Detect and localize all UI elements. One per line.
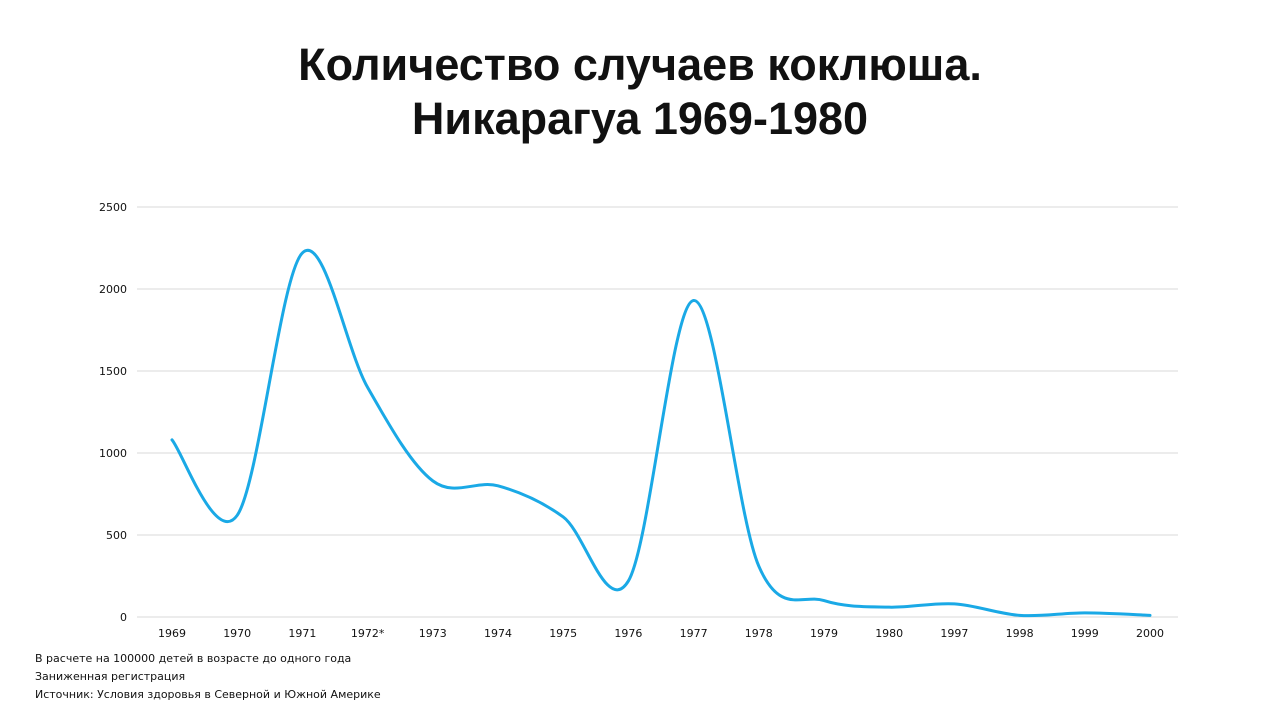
y-tick-label-1000: 1000: [99, 447, 127, 460]
x-axis-tick-labels: 1969 1970 1971 1972* 1973 1974 1975 1976 1977 197…: [158, 627, 1164, 640]
chart-title: Количество случаев коклюша. Никарагуа 19…: [0, 38, 1280, 146]
x-tick-label-1: 1970: [223, 627, 251, 640]
series-line-0: [170, 248, 1152, 618]
y-tick-label-1500: 1500: [99, 365, 127, 378]
footnote-3: Источник: Условия здоровья в Северной и …: [35, 688, 381, 701]
y-tick-label-2000: 2000: [99, 283, 127, 296]
y-axis-tick-labels: 0 500 1000 1500 2000 2500: [99, 201, 127, 624]
x-tick-label-4: 1973: [419, 627, 447, 640]
y-tick-label-2500: 2500: [99, 201, 127, 214]
footnotes: В расчете на 100000 детей в возрасте до …: [35, 650, 381, 704]
y-tick-label-0: 0: [120, 611, 127, 624]
series-group: [170, 248, 1152, 618]
x-tick-label-3: 1972*: [351, 627, 385, 640]
x-tick-label-9: 1978: [745, 627, 773, 640]
x-tick-label-0: 1969: [158, 627, 186, 640]
x-tick-label-14: 1999: [1071, 627, 1099, 640]
footnote-2: Заниженная регистрация: [35, 670, 186, 683]
x-tick-label-5: 1974: [484, 627, 512, 640]
x-tick-label-7: 1976: [614, 627, 642, 640]
x-tick-label-13: 1998: [1006, 627, 1034, 640]
chart-title-line-1: Количество случаев коклюша.: [298, 39, 982, 90]
footnote-1: В расчете на 100000 детей в возрасте до …: [35, 652, 352, 665]
x-tick-label-10: 1979: [810, 627, 838, 640]
chart-title-line-2: Никарагуа 1969-1980: [411, 93, 869, 144]
x-tick-label-2: 1971: [288, 627, 316, 640]
y-tick-label-500: 500: [106, 529, 127, 542]
x-tick-label-12: 1997: [940, 627, 968, 640]
x-tick-label-8: 1977: [680, 627, 708, 640]
x-tick-label-11: 1980: [875, 627, 903, 640]
x-tick-label-15: 2000: [1136, 627, 1164, 640]
x-tick-label-6: 1975: [549, 627, 577, 640]
